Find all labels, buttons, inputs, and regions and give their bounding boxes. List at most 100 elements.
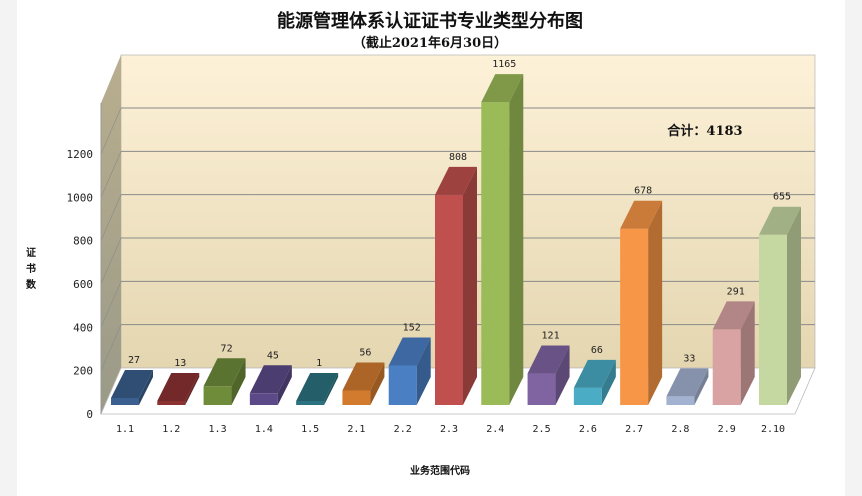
bar: 152 2.2 (388, 322, 431, 435)
bar-top (527, 345, 570, 374)
bar: 655 2.10 (759, 192, 801, 435)
x-tick-label: 1.5 (301, 424, 319, 435)
data-label: 152 (403, 322, 421, 333)
data-label: 66 (591, 345, 603, 356)
bar-top (435, 166, 477, 195)
bar: 808 2.3 (435, 152, 477, 435)
bar: 678 2.7 (620, 186, 663, 435)
chart-title: 能源管理体系认证证书专业类型分布图 (277, 10, 583, 32)
data-label: 45 (267, 350, 279, 361)
total-annotation: 合计：4183 (667, 123, 742, 139)
bar-side (601, 359, 616, 405)
bar: 451.4 (249, 350, 292, 435)
bar-front (620, 228, 649, 405)
x-tick-label: 1.2 (162, 424, 180, 435)
x-tick-label: 2.3 (440, 424, 458, 435)
bar-top (296, 373, 339, 401)
bar-side (509, 74, 524, 405)
x-tick-label: 2.6 (579, 424, 597, 435)
bar: 1165 2.4 (481, 59, 524, 435)
bar: 562.1 (342, 347, 385, 435)
gridline-side (100, 194, 122, 241)
bar-side (324, 373, 339, 405)
bar-side (277, 365, 292, 405)
bar-front (712, 329, 741, 405)
x-tick-label: 2.2 (394, 424, 412, 435)
x-tick-label: 2.8 (671, 424, 689, 435)
gridline-side (100, 107, 122, 155)
y-tick-label: 400 (73, 321, 93, 334)
y-tick-label: 600 (73, 278, 93, 291)
y-tick-label: 0 (86, 408, 93, 421)
bar-side (555, 345, 570, 405)
bar-top (111, 369, 153, 398)
data-label: 13 (174, 358, 186, 369)
x-tick-label: 2.5 (533, 424, 551, 435)
data-label: 1 (316, 358, 322, 369)
x-tick-label: 2.1 (347, 424, 365, 435)
x-tick-label: 2.7 (625, 424, 643, 435)
bar: 662.6 (573, 345, 616, 435)
bar-front (157, 401, 186, 405)
data-label: 655 (773, 192, 791, 203)
data-label: 56 (359, 347, 371, 358)
y-tick-label: 800 (73, 235, 93, 248)
data-label: 808 (449, 152, 467, 163)
data-label: 72 (221, 343, 233, 354)
bar-side (787, 206, 801, 405)
gridline-side (100, 324, 122, 371)
data-label: 27 (128, 355, 140, 366)
y-tick-label: 200 (73, 365, 93, 378)
bar: 291 2.9 (712, 286, 755, 435)
bar-front (481, 102, 510, 405)
data-label: 121 (542, 331, 560, 342)
bar-top (249, 365, 292, 394)
x-tick-label: 2.4 (486, 424, 504, 435)
data-label: 291 (727, 286, 745, 297)
bar-front (249, 393, 278, 405)
bar-side (416, 337, 431, 405)
bar-front (388, 365, 417, 405)
bar-top (620, 200, 663, 229)
bar: 121 2.5 (527, 331, 570, 435)
bar-top (712, 301, 755, 330)
bar-front (527, 373, 556, 405)
bar-side (139, 369, 153, 405)
y-tick-label: 1000 (67, 191, 94, 204)
gridline-side (100, 237, 122, 285)
bar-front (111, 397, 139, 405)
bar-front (573, 387, 602, 405)
side-wall (101, 55, 121, 414)
bar-front (435, 194, 463, 405)
bar-top (342, 362, 385, 391)
data-label: 1165 (492, 59, 516, 70)
x-axis-title: 业务范围代码 (410, 464, 470, 477)
bar: 271.1 (111, 355, 153, 435)
bar-side (648, 200, 663, 405)
gridline-side (100, 281, 122, 328)
data-label: 678 (634, 186, 652, 197)
bar: 131.2 (157, 358, 200, 435)
bar-top (666, 368, 709, 397)
x-tick-label: 2.10 (761, 424, 785, 435)
bar: 332.8 (666, 353, 709, 435)
gridline-side (100, 151, 122, 198)
bar-front (666, 396, 695, 405)
y-axis-title: 证书数 (26, 248, 36, 291)
x-tick-label: 1.3 (209, 424, 227, 435)
bar-top (157, 373, 200, 401)
bar-front (342, 390, 371, 405)
bar-top (203, 358, 246, 387)
x-tick-label: 2.9 (718, 424, 736, 435)
data-label: 33 (683, 353, 695, 364)
bar-side (370, 362, 385, 405)
bar-side (694, 368, 709, 405)
bar-side (231, 358, 246, 405)
x-tick-label: 1.1 (116, 424, 134, 435)
bar-side (463, 166, 477, 405)
bar: 721.3 (203, 343, 246, 435)
bar: 11.5 (296, 358, 339, 435)
bar-side (185, 373, 200, 405)
